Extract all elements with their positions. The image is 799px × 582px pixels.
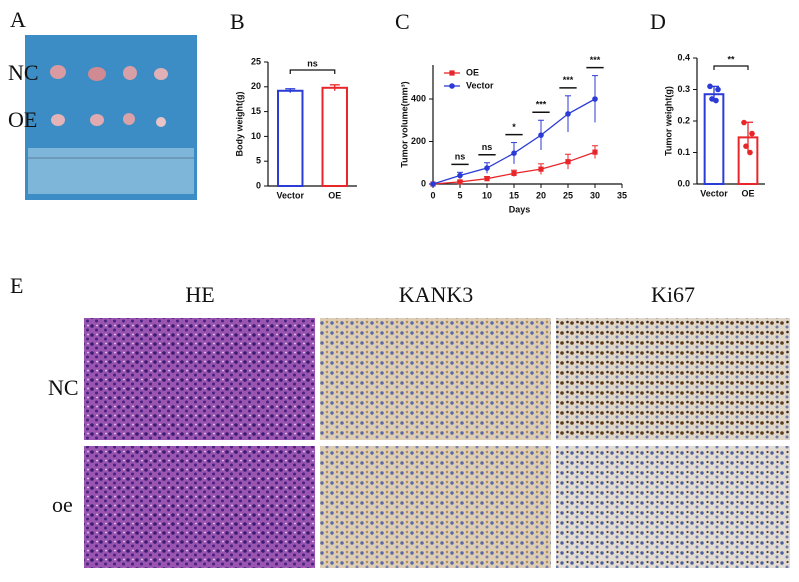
x-tick-label: OE <box>328 190 341 200</box>
tumor-photo <box>25 35 197 200</box>
legend-marker <box>449 83 455 89</box>
y-tick-label: 15 <box>251 106 261 116</box>
row-label: NC <box>48 375 79 400</box>
panel-label: B <box>230 9 245 34</box>
data-point <box>713 97 719 104</box>
panel-label: D <box>650 9 666 34</box>
y-tick-label: 200 <box>411 136 426 146</box>
significance-label: ns <box>307 58 318 68</box>
y-tick-label: 0 <box>256 180 261 190</box>
bar <box>703 93 725 185</box>
marker <box>565 111 571 117</box>
data-point <box>707 83 713 90</box>
x-tick-label: Vector <box>276 190 304 200</box>
data-point <box>749 130 755 137</box>
marker <box>484 165 490 171</box>
x-tick-label: 25 <box>563 190 573 200</box>
y-axis-label: Tumor volume(mm³) <box>399 81 409 167</box>
x-tick-label: 15 <box>509 190 519 200</box>
marker <box>457 172 463 179</box>
x-tick-label: OE <box>741 188 754 198</box>
x-tick-label: 0 <box>430 190 435 200</box>
marker <box>592 96 598 102</box>
significance-bracket <box>289 69 336 74</box>
y-tick-label: 0 <box>421 178 426 188</box>
marker <box>565 159 571 165</box>
y-axis-label: Body weight(g) <box>234 92 244 157</box>
row-label: NC <box>8 60 39 85</box>
marker <box>484 176 490 182</box>
column-label: HE <box>185 282 214 307</box>
data-point <box>715 86 721 93</box>
significance-label: ns <box>455 152 466 162</box>
x-axis-label: Days <box>509 204 531 214</box>
marker <box>511 170 517 176</box>
y-tick-label: 400 <box>411 93 426 103</box>
y-tick-label: 25 <box>251 56 261 66</box>
legend-marker <box>449 70 455 76</box>
x-tick-label: 35 <box>617 190 627 200</box>
row-label: oe <box>52 492 73 517</box>
row-label: OE <box>8 107 37 132</box>
marker <box>538 166 544 172</box>
panel-label: C <box>395 9 410 34</box>
marker <box>430 181 436 187</box>
bar <box>277 89 304 187</box>
panel-label: A <box>10 7 26 32</box>
significance-label: ns <box>482 142 493 152</box>
significance-bracket <box>713 65 749 70</box>
significance-label: *** <box>536 100 547 110</box>
data-point <box>743 143 749 149</box>
x-tick-label: 10 <box>482 190 492 200</box>
y-tick-label: 10 <box>251 131 261 141</box>
significance-label: *** <box>590 55 601 65</box>
marker <box>457 179 463 185</box>
x-tick-label: 5 <box>457 190 462 200</box>
y-tick-label: 0.4 <box>677 52 690 62</box>
x-tick-label: 20 <box>536 190 546 200</box>
y-tick-label: 20 <box>251 81 261 91</box>
y-tick-label: 0.1 <box>677 147 690 157</box>
data-point <box>747 149 753 156</box>
bar <box>321 86 348 187</box>
y-tick-label: 0.3 <box>677 84 690 94</box>
x-tick-label: Vector <box>700 188 728 198</box>
x-tick-label: 30 <box>590 190 600 200</box>
y-axis-label: Tumor weight(g) <box>663 86 673 156</box>
column-label: KANK3 <box>399 282 474 307</box>
y-tick-label: 0.2 <box>677 115 690 125</box>
marker <box>538 132 544 138</box>
y-tick-label: 5 <box>256 156 261 166</box>
significance-label: *** <box>563 75 574 85</box>
histology-images <box>84 318 790 568</box>
legend-label: Vector <box>466 80 494 90</box>
data-point <box>741 119 747 126</box>
marker <box>592 149 598 155</box>
y-tick-label: 0.0 <box>677 178 690 188</box>
column-label: Ki67 <box>651 282 695 307</box>
legend-label: OE <box>466 67 479 77</box>
significance-label: * <box>512 122 516 132</box>
significance-label: ** <box>727 54 735 64</box>
marker <box>511 150 517 156</box>
panel-label: E <box>10 273 23 298</box>
